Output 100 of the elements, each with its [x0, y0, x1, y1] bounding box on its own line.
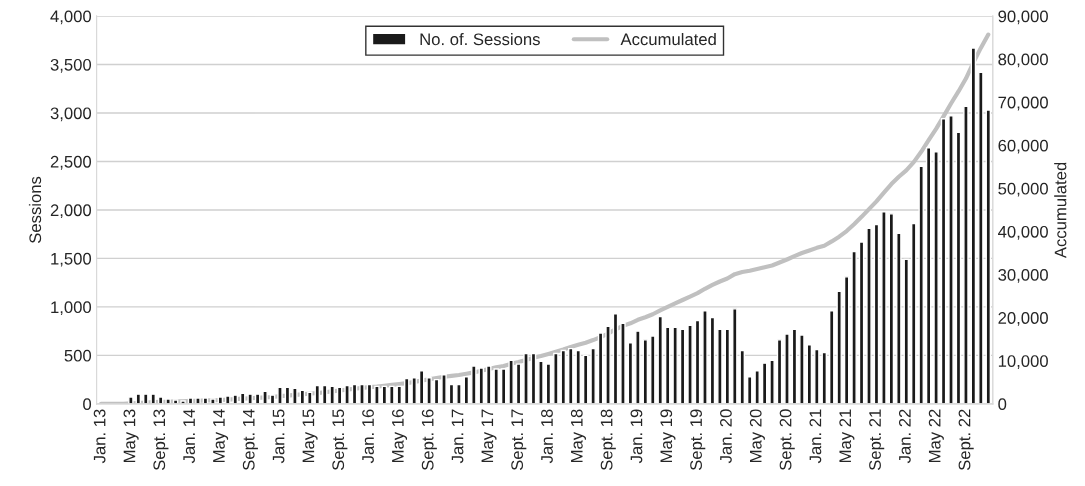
bar: [180, 400, 186, 404]
x-tick-label: May 20: [749, 409, 765, 463]
x-tick-label: Sept. 13: [153, 409, 169, 471]
y2-tick-label: 0: [998, 398, 1007, 411]
bar: [247, 393, 253, 404]
x-tick-label: May 19: [660, 409, 676, 463]
bar: [754, 370, 760, 404]
bar: [672, 326, 678, 404]
bar: [307, 391, 313, 404]
bar: [553, 352, 559, 404]
bar: [292, 387, 298, 404]
bar: [776, 339, 783, 404]
bar: [225, 395, 231, 404]
x-tick-label: Sept. 19: [690, 409, 706, 471]
bar: [515, 363, 522, 404]
bar: [709, 316, 716, 404]
bar: [903, 258, 910, 404]
x-tick-label: Sept. 14: [242, 409, 258, 471]
bar: [389, 385, 395, 404]
bar: [963, 105, 969, 404]
bar: [896, 232, 902, 404]
y2-tick-label: 20,000: [998, 312, 1048, 326]
bar: [679, 328, 686, 404]
bar: [597, 332, 604, 404]
bar: [471, 365, 477, 404]
y2-tick-label: 40,000: [998, 225, 1048, 240]
bar: [687, 324, 693, 404]
bar: [530, 352, 537, 404]
bar: [508, 359, 514, 404]
x-tick-label: Sept. 18: [600, 409, 616, 471]
x-tick-label: May 18: [570, 409, 586, 463]
bar: [791, 328, 798, 404]
x-tick-label: May 21: [839, 409, 855, 463]
bar: [165, 398, 171, 404]
bar: [642, 339, 649, 404]
bar: [635, 330, 641, 404]
bar: [933, 151, 939, 404]
bar: [784, 333, 790, 404]
y-tick-label: 0: [83, 398, 92, 411]
bar: [612, 313, 619, 404]
bar: [948, 115, 954, 404]
bar: [717, 328, 723, 404]
bar: [828, 310, 835, 404]
x-tick-label: Jan. 19: [630, 409, 643, 464]
bar: [970, 47, 977, 404]
bar: [605, 325, 611, 404]
bar: [806, 344, 813, 404]
x-tick-label: Sept. 16: [421, 409, 437, 471]
x-tick-label: Sept. 21: [869, 409, 885, 471]
x-tick-label: Jan. 21: [809, 409, 822, 464]
legend-label: Accumulated: [620, 32, 716, 46]
bar: [664, 326, 671, 404]
bar: [694, 319, 701, 404]
bar: [135, 393, 142, 404]
bar: [843, 276, 850, 404]
y2-axis-title: Accumulated: [1054, 162, 1067, 259]
bar: [881, 211, 887, 404]
x-tick-label: Jan. 20: [720, 409, 732, 464]
bar: [582, 354, 589, 404]
y2-tick-label: 90,000: [998, 10, 1048, 25]
x-tick-label: May 22: [928, 409, 944, 463]
x-tick-label: Sept. 22: [958, 409, 974, 471]
bar: [418, 370, 425, 404]
bar: [217, 396, 224, 404]
y-tick-label: 3,000: [50, 107, 92, 122]
x-tick-label: Jan. 16: [362, 409, 374, 464]
x-tick-label: Jan. 14: [183, 409, 195, 464]
bar: [329, 385, 335, 404]
x-tick-label: Jan. 22: [898, 409, 911, 464]
bar: [277, 386, 283, 404]
y-tick-label: 1,500: [51, 252, 92, 267]
y-tick-label: 2,500: [50, 155, 92, 170]
bar: [441, 374, 447, 404]
bar: [732, 308, 738, 404]
y2-tick-label: 50,000: [998, 182, 1048, 197]
bar: [560, 349, 567, 404]
x-tick-label: Jan. 17: [451, 409, 464, 464]
bar: [910, 222, 917, 404]
y-tick-label: 3,500: [50, 58, 92, 73]
y-tick-label: 500: [64, 349, 92, 362]
bar: [888, 213, 895, 404]
x-tick-label: May 13: [123, 409, 139, 463]
x-tick-label: Jan. 15: [272, 409, 285, 464]
bar: [493, 368, 499, 404]
bar: [269, 394, 276, 404]
bar: [426, 376, 432, 404]
bar: [262, 390, 268, 404]
x-tick-label: Sept. 17: [511, 409, 527, 471]
bar: [985, 109, 992, 404]
bar: [538, 360, 544, 404]
y-tick-label: 1,000: [51, 301, 92, 316]
bar: [590, 347, 596, 404]
bar: [232, 394, 238, 404]
bar: [545, 363, 552, 404]
bar: [724, 328, 731, 404]
y-axis-title: Sessions: [28, 176, 42, 244]
x-tick-label: May 17: [481, 409, 497, 463]
x-tick-label: May 16: [391, 409, 408, 463]
bar: [374, 385, 380, 404]
bar: [761, 362, 768, 404]
